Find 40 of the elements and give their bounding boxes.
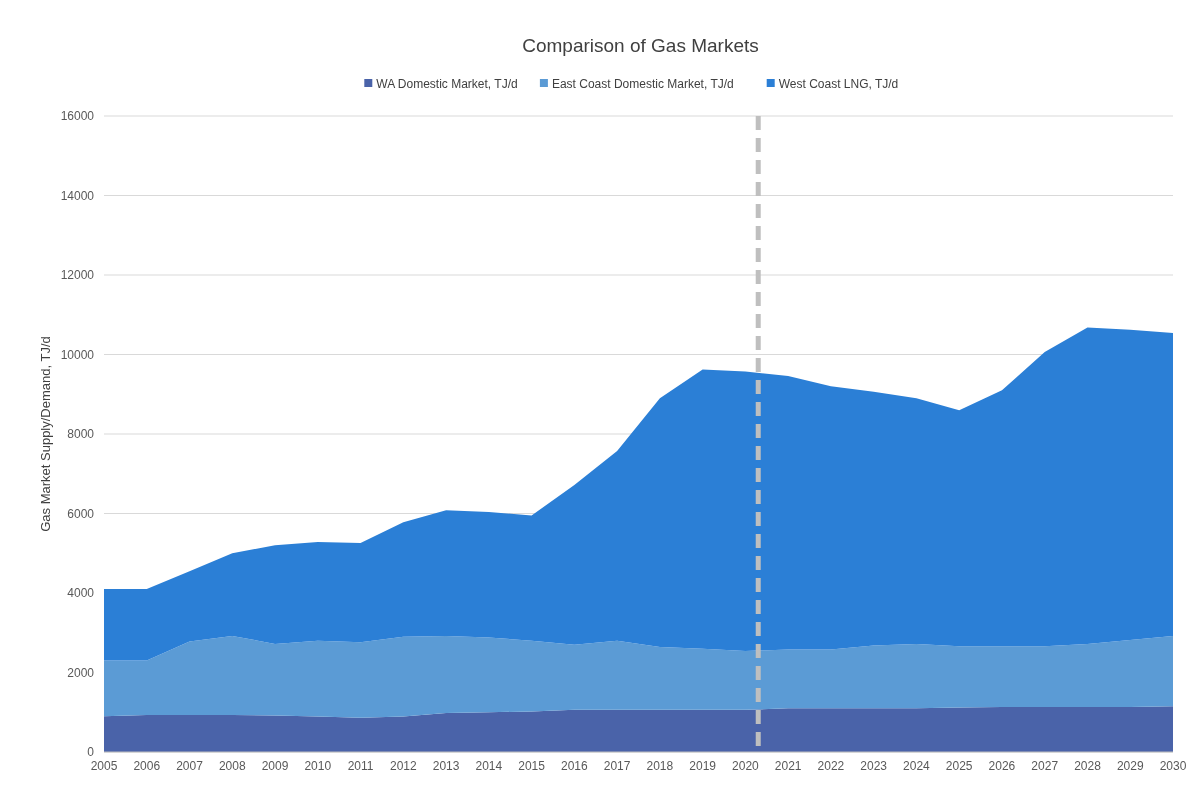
x-tick-label: 2024 bbox=[903, 759, 931, 773]
y-tick-label: 10000 bbox=[60, 347, 95, 362]
x-tick-label: 2019 bbox=[689, 759, 717, 773]
x-tick-label: 2007 bbox=[176, 759, 204, 773]
x-tick-label: 2013 bbox=[432, 759, 460, 773]
y-tick-label: 14000 bbox=[60, 188, 95, 203]
legend-label: East Coast Domestic Market, TJ/d bbox=[551, 77, 734, 91]
x-tick-label: 2012 bbox=[389, 759, 417, 773]
x-tick-label: 2018 bbox=[646, 759, 674, 773]
x-tick-label: 2011 bbox=[347, 759, 374, 773]
y-tick-label: 4000 bbox=[67, 586, 95, 600]
x-tick-label: 2026 bbox=[988, 759, 1016, 773]
x-tick-label: 2028 bbox=[1074, 759, 1102, 773]
y-axis-title: Gas Market Supply/Demand, TJ/d bbox=[38, 336, 53, 532]
x-tick-label: 2021 bbox=[774, 759, 802, 773]
x-tick-label: 2009 bbox=[261, 759, 289, 773]
x-tick-label: 2025 bbox=[945, 759, 973, 773]
x-tick-label: 2015 bbox=[518, 759, 546, 773]
x-tick-label: 2027 bbox=[1031, 759, 1059, 773]
y-tick-label: 0 bbox=[87, 745, 95, 759]
y-tick-label: 6000 bbox=[67, 506, 95, 521]
x-tick-label: 2010 bbox=[304, 759, 332, 773]
x-tick-label: 2017 bbox=[603, 759, 631, 773]
x-tick-label: 2016 bbox=[561, 759, 589, 773]
x-tick-label: 2005 bbox=[90, 759, 118, 773]
y-tick-label: 8000 bbox=[67, 427, 95, 441]
legend-label: West Coast LNG, TJ/d bbox=[778, 77, 899, 91]
x-tick-label: 2020 bbox=[732, 759, 760, 773]
x-tick-label: 2022 bbox=[817, 759, 845, 773]
y-tick-label: 16000 bbox=[60, 109, 95, 123]
x-tick-label: 2029 bbox=[1116, 759, 1144, 773]
x-tick-label: 2030 bbox=[1159, 759, 1187, 773]
y-tick-label: 12000 bbox=[60, 268, 95, 282]
y-tick-label: 2000 bbox=[67, 665, 95, 680]
x-tick-label: 2023 bbox=[860, 759, 888, 773]
x-tick-label: 2006 bbox=[133, 759, 161, 773]
x-tick-label: 2008 bbox=[218, 759, 246, 773]
x-tick-label: 2014 bbox=[475, 759, 503, 773]
legend-label: WA Domestic Market, TJ/d bbox=[376, 77, 518, 91]
chart-title: Comparison of Gas Markets bbox=[522, 35, 759, 56]
